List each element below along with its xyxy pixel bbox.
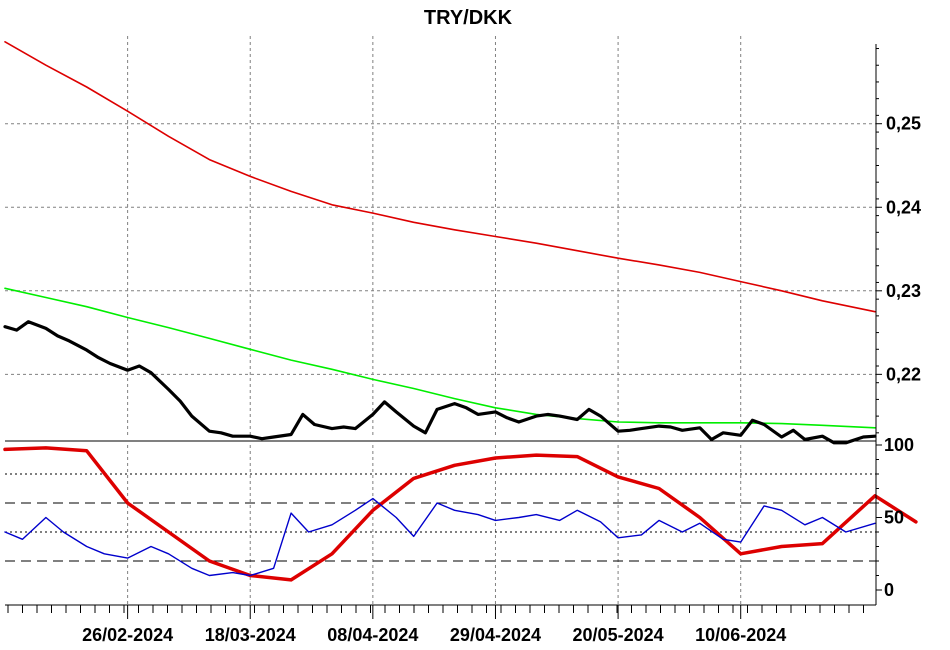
- upper-y-tick-label: 0,24: [886, 197, 921, 217]
- green-series-line: [4, 287, 876, 429]
- x-tick-label: 08/04-2024: [327, 625, 418, 645]
- blue-oscillator-line: [4, 497, 876, 577]
- x-tick-label: 18/03-2024: [205, 625, 296, 645]
- lower-y-tick-label: 50: [884, 508, 904, 528]
- x-tick-label: 10/06-2024: [695, 625, 786, 645]
- lower-y-tick-label: 100: [884, 435, 914, 455]
- upper-y-tick-label: 0,22: [886, 364, 921, 384]
- lower-grid: [5, 445, 876, 605]
- lower-y-tick-label: 0: [884, 580, 894, 600]
- chart-title: TRY/DKK: [424, 7, 513, 29]
- upper-y-tick-label: 0,25: [886, 114, 921, 134]
- upper-series-group: [3, 40, 877, 445]
- red-oscillator-line: [3, 446, 918, 582]
- upper-grid: [5, 36, 876, 437]
- y-tick-labels: 0,22 0,23 0,24 0,25 0 50 100: [884, 114, 921, 600]
- x-tick-label: 26/02-2024: [82, 625, 173, 645]
- red-series-line: [4, 40, 876, 313]
- x-tick-labels: 26/02-2024 18/03-2024 08/04-2024 29/04-2024…: [82, 625, 786, 645]
- black-series-line: [3, 320, 877, 445]
- x-tick-label: 20/05-2024: [573, 625, 664, 645]
- axes-group: [5, 44, 882, 619]
- upper-y-tick-label: 0,23: [886, 281, 921, 301]
- x-tick-label: 29/04-2024: [450, 625, 541, 645]
- lower-series-group: [3, 446, 918, 582]
